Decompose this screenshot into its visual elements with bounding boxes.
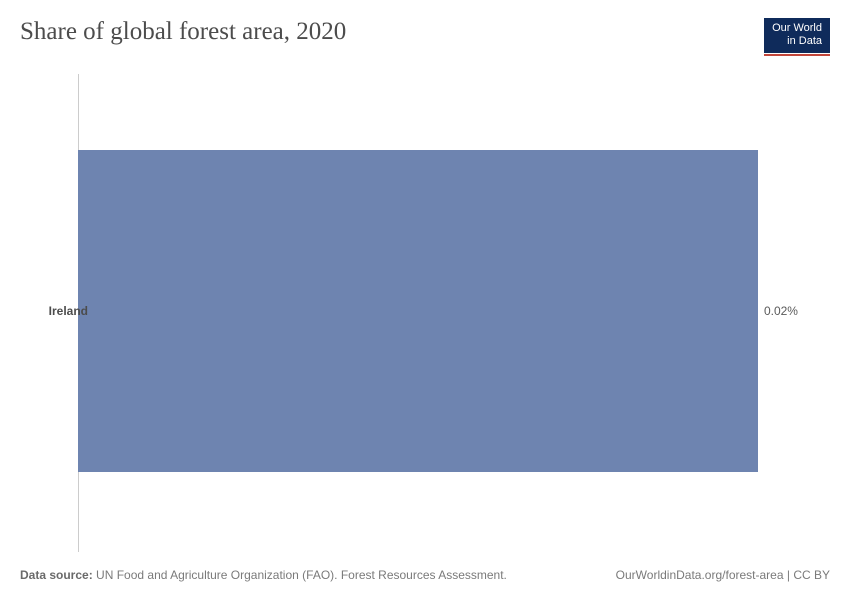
footer: Data source: UN Food and Agriculture Org… bbox=[20, 568, 830, 582]
footer-link[interactable]: OurWorldinData.org/forest-area bbox=[616, 568, 784, 582]
owid-logo-line2: in Data bbox=[772, 35, 822, 48]
category-label: Ireland bbox=[33, 304, 88, 318]
source-text: UN Food and Agriculture Organization (FA… bbox=[96, 568, 507, 582]
owid-logo[interactable]: Our World in Data bbox=[764, 18, 830, 56]
bar bbox=[78, 150, 758, 472]
value-label: 0.02% bbox=[764, 304, 798, 318]
source-label: Data source: bbox=[20, 568, 93, 582]
header: Share of global forest area, 2020 Our Wo… bbox=[20, 18, 830, 56]
footer-attribution: OurWorldinData.org/forest-areaCC BY bbox=[616, 568, 830, 582]
footer-license: CC BY bbox=[784, 568, 830, 582]
footer-source: Data source: UN Food and Agriculture Org… bbox=[20, 568, 507, 582]
chart-area: Ireland 0.02% bbox=[60, 74, 790, 552]
owid-logo-line1: Our World bbox=[772, 22, 822, 35]
owid-logo-underline bbox=[764, 54, 830, 56]
chart-title: Share of global forest area, 2020 bbox=[20, 18, 346, 46]
bar-row: Ireland 0.02% bbox=[78, 150, 790, 472]
owid-logo-box: Our World in Data bbox=[764, 18, 830, 53]
